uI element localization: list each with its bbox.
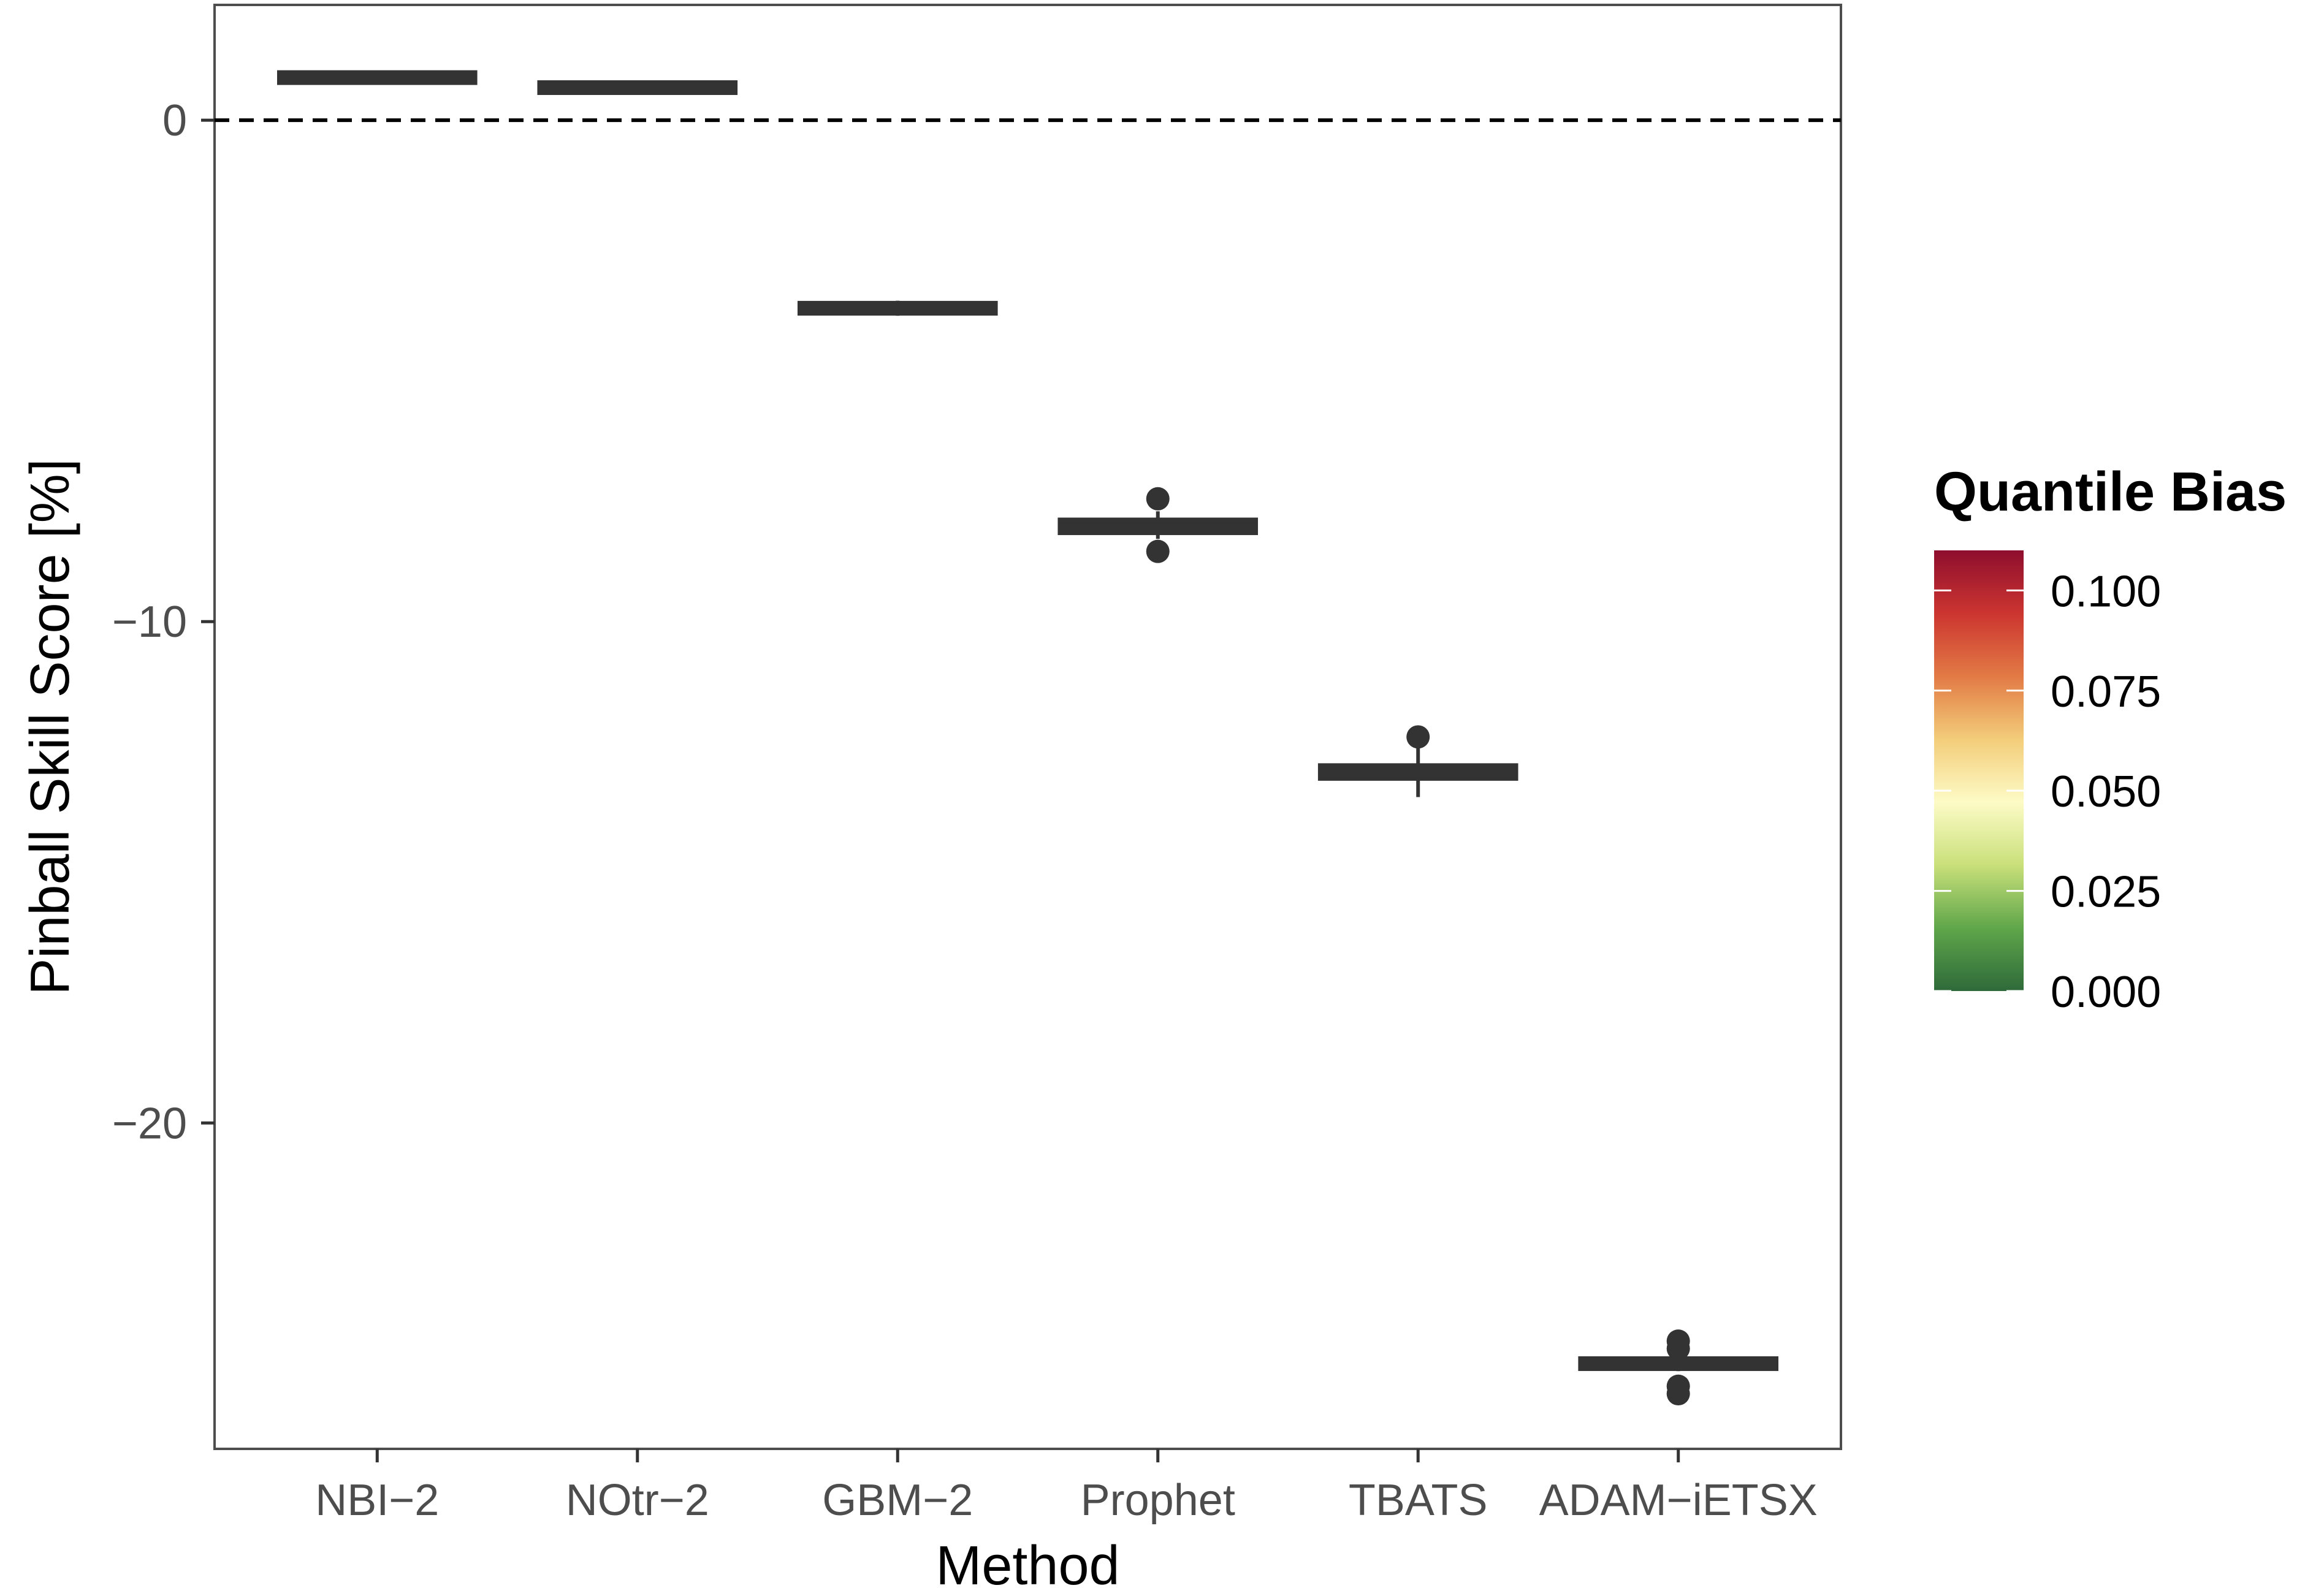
x-tick-label: NBI−2	[315, 1476, 439, 1525]
box-outlier-point	[1406, 725, 1430, 749]
colorbar-tick-label: 0.025	[2051, 868, 2161, 917]
y-axis-title: Pinball Skill Score [%]	[20, 458, 81, 995]
y-tick-label: −20	[112, 1099, 187, 1148]
plot-area: 0 −10 −20 NBI−2 NOtr−2 GBM−2 Prophet TBATS ADAM−…	[20, 4, 1842, 1588]
x-tick-label: TBATS	[1349, 1476, 1488, 1525]
box-outlier-point	[1146, 487, 1170, 511]
colorbar-tick-label: 0.050	[2051, 767, 2161, 816]
x-tick-label: Prophet	[1081, 1476, 1235, 1525]
colorbar	[1934, 550, 2024, 991]
legend: Quantile Bias 0.100 0.075 0.050 0.025 0.000	[1934, 462, 2287, 1017]
x-tick-label: GBM−2	[822, 1476, 973, 1525]
colorbar-tick-label: 0.100	[2051, 567, 2161, 616]
y-tick-label: 0	[162, 96, 187, 145]
box-0	[276, 70, 478, 85]
x-tick-label: NOtr−2	[566, 1476, 709, 1525]
legend-title: Quantile Bias	[1934, 462, 2287, 523]
colorbar-tick-label: 0.000	[2051, 968, 2161, 1017]
box-1	[537, 80, 738, 95]
box-5	[1578, 1329, 1779, 1406]
panel-border	[213, 4, 1842, 1450]
box-outlier-point	[1146, 539, 1170, 563]
x-tick-label: ADAM−iETSX	[1539, 1476, 1818, 1525]
box-outlier-point	[1666, 1337, 1690, 1361]
box-3	[1057, 487, 1259, 563]
box-outlier-point	[1666, 1382, 1690, 1406]
y-tick-label: −10	[112, 598, 187, 647]
box-4	[1317, 725, 1518, 797]
x-axis-title: Method	[935, 1535, 1119, 1588]
colorbar-tick-label: 0.075	[2051, 667, 2161, 716]
box-2	[797, 300, 998, 316]
